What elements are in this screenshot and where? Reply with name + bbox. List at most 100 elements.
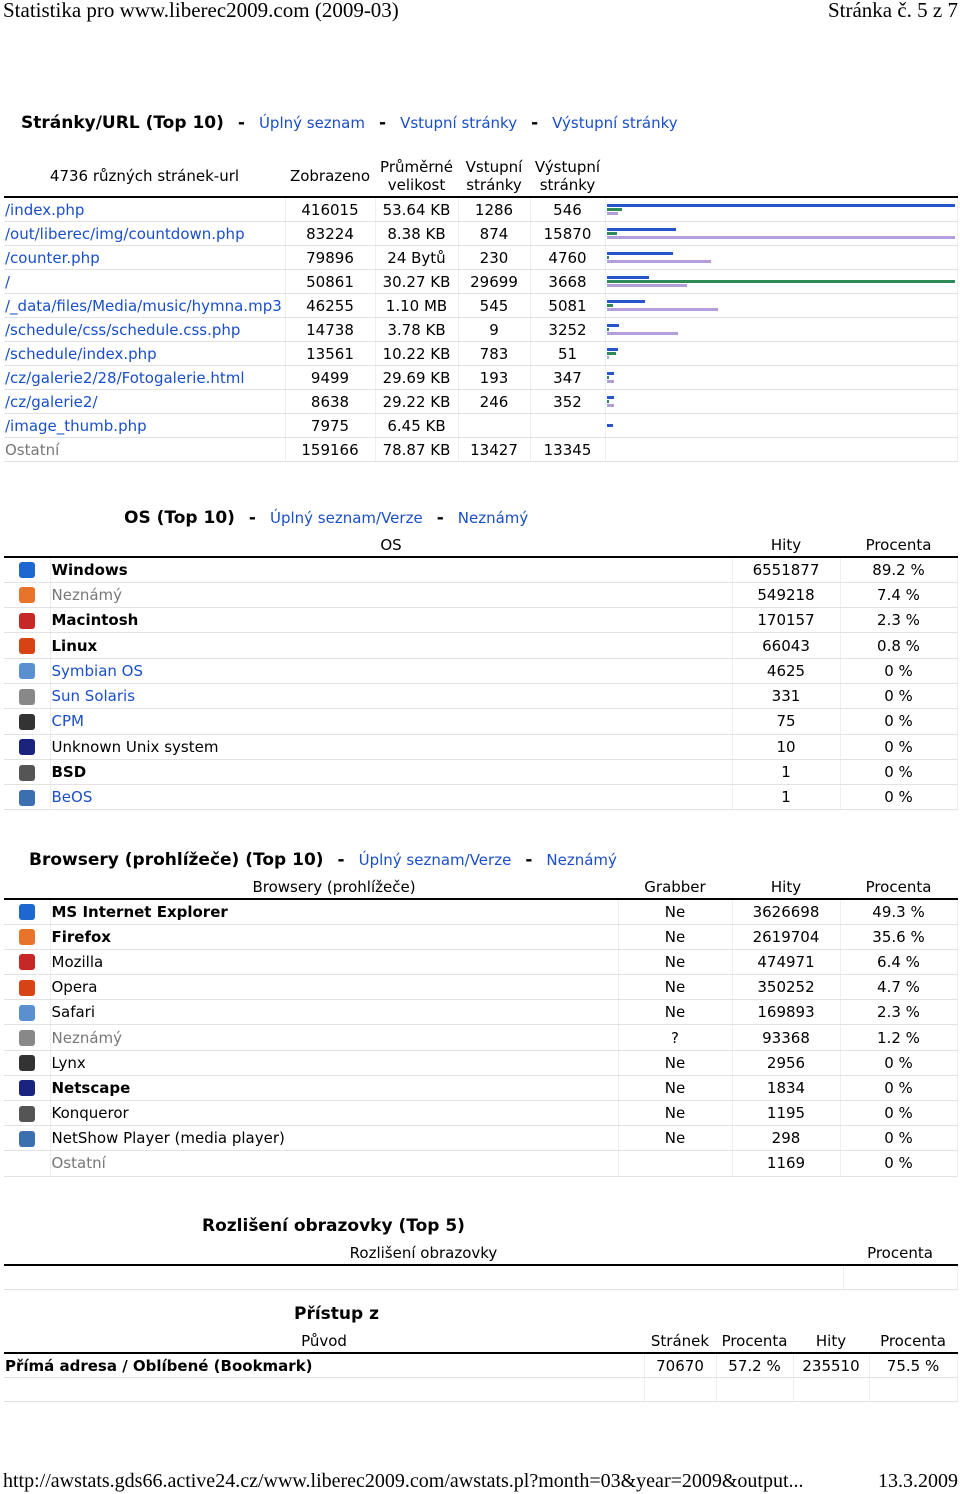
url[interactable]: /: [4, 269, 286, 294]
url[interactable]: /counter.php: [4, 245, 286, 270]
cell: 7975: [285, 413, 376, 438]
cell: 783: [458, 341, 531, 366]
cell: 75.5 %: [869, 1353, 958, 1378]
cell: 79896: [285, 245, 376, 270]
bars: [605, 197, 958, 222]
cell: 70670: [644, 1353, 717, 1378]
name: Windows: [50, 557, 733, 583]
link[interactable]: Neznámý: [546, 851, 617, 869]
cell: Přímá adresa / Oblíbené (Bookmark): [4, 1353, 645, 1378]
cell: 545: [458, 293, 531, 318]
name: Neznámý: [50, 1024, 619, 1051]
table: Browsery (prohlížeče) Grabber Hity Procenta…: [4, 876, 958, 1177]
url[interactable]: /cz/galerie2/28/Fotogalerie.html: [4, 365, 286, 390]
header-row: Původ Stránek Procenta Hity Procenta: [4, 1330, 957, 1354]
icon: [18, 663, 35, 680]
column-header: Browsery (prohlížeče): [50, 876, 618, 900]
row: /counter.php 79896 24 Bytů 230 4760: [4, 245, 958, 270]
row: BSD 1 0 %: [4, 759, 958, 786]
column-header: [4, 876, 50, 900]
name[interactable]: CPM: [50, 708, 733, 735]
cell: 159166: [285, 437, 376, 462]
bar: [606, 300, 646, 303]
page-title: Statistika pro www.liberec2009.com (2009…: [3, 0, 399, 22]
url[interactable]: /image_thumb.php: [4, 413, 286, 438]
cell: 0 %: [840, 1100, 958, 1127]
hits: 10: [732, 734, 841, 760]
row: CPM 75 0 %: [4, 708, 958, 735]
name[interactable]: Symbian OS: [50, 658, 733, 684]
bar: [606, 396, 614, 399]
separator: -: [248, 508, 256, 528]
cell: 14738: [285, 317, 376, 342]
section-title: Browsery (prohlížeče) (Top 10): [29, 850, 324, 870]
name[interactable]: Sun Solaris: [50, 683, 733, 710]
cell: 1.10 MB: [375, 293, 459, 318]
row: NetShow Player (media player) Ne 298 0 %: [4, 1125, 958, 1152]
cell: 2.3 %: [840, 999, 958, 1026]
name[interactable]: BeOS: [50, 784, 733, 811]
row: Opera Ne 350252 4.7 %: [4, 974, 958, 1001]
url[interactable]: /schedule/css/schedule.css.php: [4, 317, 286, 342]
hits: 66043: [732, 632, 841, 659]
table: Původ Stránek Procenta Hity Procenta Přímá ad…: [4, 1330, 958, 1402]
icon: [18, 1004, 35, 1021]
url[interactable]: /_data/files/Media/music/hymna.mp3: [4, 293, 286, 318]
cell: 50861: [285, 269, 376, 294]
bar: [606, 208, 622, 211]
name: Linux: [50, 632, 733, 659]
row: Konqueror Ne 1195 0 %: [4, 1100, 958, 1127]
hits: 1: [732, 784, 841, 811]
cell: Ostatní: [4, 437, 286, 462]
cell: [793, 1377, 870, 1402]
row: /schedule/index.php 13561 10.22 KB 783 51: [4, 341, 958, 366]
section: Rozlišení obrazovky (Top 5) Rozlišení obr…: [4, 1216, 958, 1290]
link[interactable]: Výstupní stránky: [552, 114, 678, 132]
name: MS Internet Explorer: [50, 899, 619, 925]
cell: [716, 1377, 794, 1402]
row: Neznámý? 93368 1.2 %: [4, 1024, 958, 1051]
cell: [618, 1150, 733, 1177]
url[interactable]: /out/liberec/img/countdown.php: [4, 221, 286, 246]
cell: 0 %: [840, 1075, 958, 1102]
cell: 13345: [530, 437, 606, 462]
bar: [606, 400, 610, 403]
cell: 29.22 KB: [375, 389, 459, 414]
icon-cell: [4, 924, 51, 950]
url[interactable]: /cz/galerie2/: [4, 389, 286, 414]
section-heading: Stránky/URL (Top 10) - Úplný seznam - Vstupn…: [4, 112, 681, 156]
bar: [606, 404, 615, 407]
icon: [18, 904, 35, 921]
url[interactable]: /schedule/index.php: [4, 341, 286, 366]
link[interactable]: Úplný seznam/Verze: [269, 509, 423, 527]
percent: 0 %: [840, 658, 958, 684]
bar: [606, 236, 955, 239]
icon-cell: [4, 734, 51, 760]
bar: [606, 348, 618, 351]
hits: 331: [732, 683, 841, 710]
link[interactable]: Úplný seznam/Verze: [358, 851, 512, 869]
cell: Ne: [618, 949, 733, 976]
table: OS Hity Procenta Windows 6551877 89.2 % Neznám…: [4, 534, 958, 811]
empty-row: [4, 1377, 958, 1402]
column-header: [4, 534, 50, 558]
name: Lynx: [50, 1050, 619, 1076]
cell: 350252: [732, 974, 841, 1001]
link[interactable]: Neznámý: [457, 509, 529, 527]
link[interactable]: Vstupní stránky: [400, 114, 518, 132]
header-row: 4736 různých stránek-url Zobrazeno Průměrn…: [4, 156, 957, 198]
icon-cell: [4, 759, 51, 786]
cell: [605, 437, 958, 462]
link[interactable]: Úplný seznam: [258, 114, 365, 132]
row: /image_thumb.php 7975 6.45 KB: [4, 413, 958, 438]
bars: [605, 341, 958, 366]
icon: [18, 562, 35, 579]
cell: [4, 1377, 645, 1402]
column-header: Procenta: [869, 1330, 957, 1354]
row: Přímá adresa / Oblíbené (Bookmark) 70670 5…: [4, 1353, 958, 1378]
name: Firefox: [50, 924, 619, 950]
url[interactable]: /index.php: [4, 197, 286, 222]
row: Lynx Ne 2956 0 %: [4, 1050, 958, 1076]
icon-cell: [4, 683, 51, 710]
header-row: OS Hity Procenta: [4, 534, 957, 558]
